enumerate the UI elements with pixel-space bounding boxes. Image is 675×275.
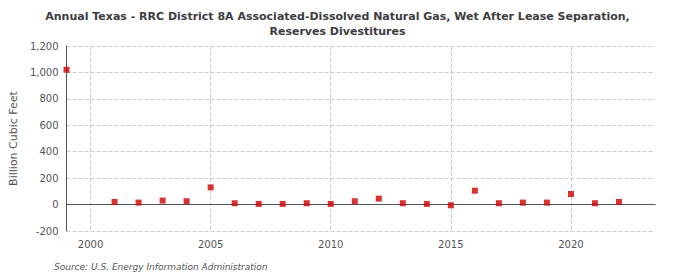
svg-text:2010: 2010 xyxy=(318,239,343,250)
svg-text:Annual Texas - RRC District 8A: Annual Texas - RRC District 8A Associate… xyxy=(45,10,629,23)
svg-text:800: 800 xyxy=(39,93,58,104)
svg-text:400: 400 xyxy=(39,146,58,157)
svg-text:2020: 2020 xyxy=(558,239,583,250)
svg-text:2000: 2000 xyxy=(78,239,103,250)
svg-text:-200: -200 xyxy=(36,226,59,237)
svg-text:1,000: 1,000 xyxy=(30,67,59,78)
svg-text:600: 600 xyxy=(39,120,58,131)
svg-text:Reserves Divestitures: Reserves Divestitures xyxy=(269,25,405,38)
svg-text:1,200: 1,200 xyxy=(30,41,59,52)
svg-text:0: 0 xyxy=(52,199,58,210)
svg-text:2005: 2005 xyxy=(198,239,223,250)
svg-text:200: 200 xyxy=(39,173,58,184)
svg-text:2015: 2015 xyxy=(438,239,463,250)
svg-text:Billion Cubic Feet: Billion Cubic Feet xyxy=(7,90,20,185)
svg-text:Source: U.S. Energy Informatio: Source: U.S. Energy Information Administ… xyxy=(54,262,268,272)
